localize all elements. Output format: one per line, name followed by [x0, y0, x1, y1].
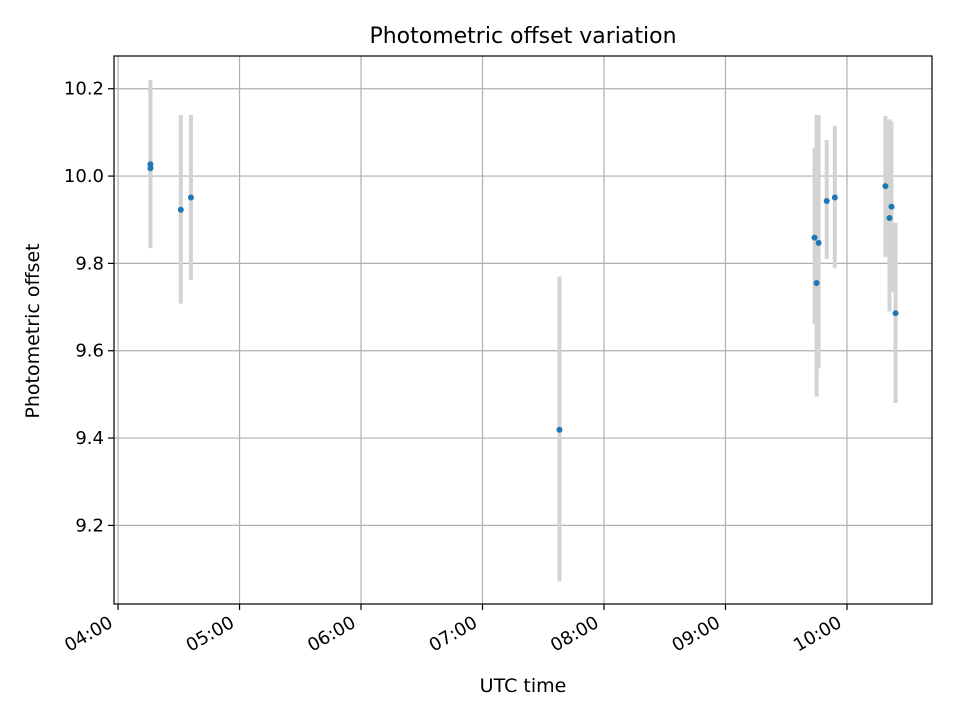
data-point — [882, 183, 889, 190]
y-tick-label: 10.2 — [64, 79, 104, 100]
data-point — [811, 234, 818, 241]
data-point — [177, 206, 184, 213]
y-axis-ticks: 9.2 9.4 9.6 9.8 10.0 10.2 — [64, 79, 114, 536]
data-point — [888, 203, 895, 210]
data-point — [823, 197, 830, 204]
chart-title: Photometric offset variation — [369, 24, 676, 49]
x-axis-label: UTC time — [480, 675, 567, 697]
y-tick-label: 9.2 — [75, 515, 104, 536]
data-point — [813, 280, 820, 287]
y-tick-label: 9.4 — [75, 428, 104, 449]
data-point — [187, 194, 194, 201]
grid — [114, 56, 932, 604]
plot-area — [114, 56, 932, 604]
data-point — [815, 239, 822, 246]
data-point — [556, 426, 563, 433]
data-point — [831, 194, 838, 201]
y-tick-label: 9.6 — [75, 341, 104, 362]
data-point — [147, 165, 154, 172]
data-point — [886, 214, 893, 221]
y-axis-label: Photometric offset — [22, 243, 44, 418]
data-points — [147, 161, 899, 433]
plot-frame — [113, 55, 933, 605]
y-tick-label: 9.8 — [75, 253, 104, 274]
y-tick-label: 10.0 — [64, 166, 104, 187]
data-point — [892, 310, 899, 317]
